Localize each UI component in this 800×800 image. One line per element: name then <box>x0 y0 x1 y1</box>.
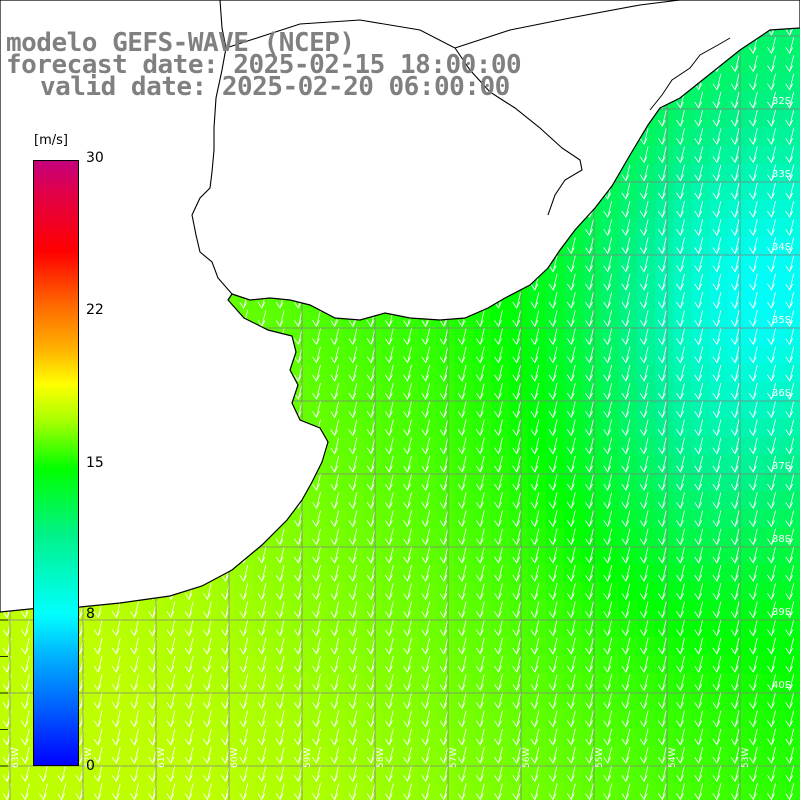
latitude-label: 35S <box>772 315 791 326</box>
latitude-label: 36S <box>772 388 791 399</box>
latitude-label: 40S <box>772 680 791 691</box>
valid-date: valid date: 2025-02-20 06:00:00 <box>40 72 510 102</box>
latitude-label: 33S <box>772 169 791 180</box>
latitude-label: 38S <box>772 534 791 545</box>
colorbar-tick: 30 <box>86 150 104 166</box>
latitude-label: 32S <box>772 96 791 107</box>
colorbar-tick: 8 <box>86 606 95 622</box>
colorbar-tick: 22 <box>86 302 104 318</box>
longitude-label: 60W <box>230 748 240 768</box>
colorbar-gradient <box>33 160 79 766</box>
colorbar-unit-label: [m/s] <box>34 133 68 148</box>
longitude-label: 55W <box>595 748 605 768</box>
longitude-label: 58W <box>376 748 386 768</box>
longitude-label: 56W <box>522 748 532 768</box>
longitude-label: 63W <box>11 748 21 768</box>
wind-speed-cell <box>782 782 800 800</box>
latitude-label: 34S <box>772 242 791 253</box>
longitude-label: 61W <box>157 748 167 768</box>
longitude-label: 53W <box>741 748 751 768</box>
colorbar-tick: 15 <box>86 455 104 471</box>
longitude-label: 59W <box>303 748 313 768</box>
colorbar-tick: 0 <box>86 758 95 774</box>
latitude-label: 39S <box>772 607 791 618</box>
longitude-label: 57W <box>449 748 459 768</box>
longitude-label: 54W <box>668 748 678 768</box>
latitude-label: 37S <box>772 461 791 472</box>
